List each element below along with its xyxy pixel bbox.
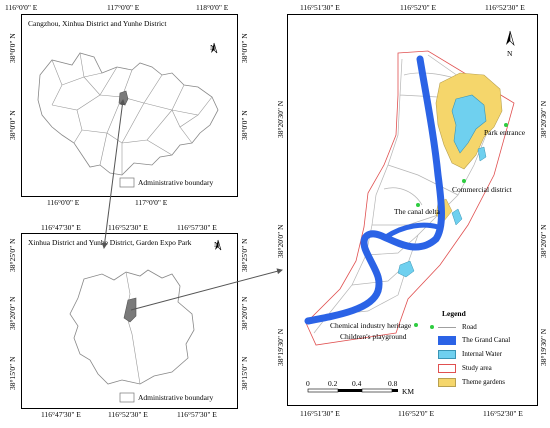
- panel-c-map: [304, 30, 515, 393]
- chemical-heritage-point: [414, 323, 418, 327]
- panel-b-north-label: N: [214, 240, 220, 249]
- panel-a-left-tick-2: 38°0'0" N: [8, 110, 17, 140]
- cangzhou-outline: [37, 52, 219, 176]
- panel-a-north-label: N: [210, 43, 216, 52]
- panel-c-top-tick-2: 116°52'0" E: [400, 3, 437, 12]
- panel-a-legend-swatch: [119, 177, 135, 188]
- panel-b-frame: Xinhua District and Yunhe District, Gard…: [21, 233, 238, 409]
- panel-c-left-tick-2: 38°20'0" N: [276, 224, 285, 258]
- legend-swatch-grand-canal: [438, 335, 456, 345]
- internal-water-lake: [451, 94, 487, 154]
- scale-unit: KM: [402, 387, 415, 396]
- panel-a-frame: Cangzhou, Xinhua District and Yunhe Dist…: [21, 14, 238, 197]
- internal-water-pond-1: [451, 208, 463, 226]
- study-area-boundary: [305, 50, 515, 346]
- panel-b-top-tick-3: 116°57'30" E: [177, 223, 217, 232]
- panel-a-map: [37, 42, 219, 188]
- district-outline: [69, 269, 195, 385]
- park-entrance-point: [504, 123, 508, 127]
- legend-item-study-area: Study area: [438, 361, 534, 375]
- panel-b-north-arrow: [215, 239, 222, 251]
- scale-label-3: 0.8: [388, 379, 398, 388]
- legend-swatch-internal-water: [438, 349, 456, 359]
- place-label-chemical-heritage: Chemical industry heritage: [330, 321, 412, 330]
- panel-c-north-arrow: [506, 30, 515, 47]
- legend-item-road: Road: [438, 321, 534, 333]
- panel-a-top-tick-1: 116°0'0" E: [5, 3, 38, 12]
- panel-b-legend-label: Administrative boundary: [138, 393, 214, 402]
- panel-c-bottom-tick-3: 116°52'30" E: [483, 409, 523, 418]
- place-label-commercial-district: Commercial district: [452, 185, 512, 194]
- legend-label-theme-gardens: Theme gardens: [462, 378, 505, 386]
- legend-item-theme-gardens: Theme gardens: [438, 375, 534, 389]
- legend-label-study-area: Study area: [462, 364, 492, 372]
- childrens-playground-point: [430, 325, 434, 329]
- panel-a-title: Cangzhou, Xinhua District and Yunhe Dist…: [28, 19, 167, 28]
- panel-c-top-tick-3: 116°52'30" E: [485, 3, 525, 12]
- place-label-canal-delta: The canal delta: [394, 207, 440, 216]
- legend-label-road: Road: [462, 323, 477, 331]
- canal-delta-point: [416, 203, 420, 207]
- panel-c-frame: N Park entrance Commercial district The …: [287, 14, 538, 406]
- legend-title: Legend: [442, 309, 466, 318]
- scale-label-2: 0.4: [352, 379, 362, 388]
- panel-c-right-tick-1: 38°20'30" N: [539, 100, 548, 138]
- panel-b-right-tick-3: 38°15'0" N: [240, 356, 249, 390]
- scale-label-1: 0.2: [328, 379, 338, 388]
- legend-item-grand-canal: The Grand Canal: [438, 333, 534, 347]
- place-label-childrens-playground: Children's playground: [340, 332, 407, 341]
- panel-c-left-tick-3: 38°19'30" N: [276, 328, 285, 366]
- grand-canal: [304, 55, 445, 325]
- legend-swatch-theme-gardens: [438, 377, 456, 387]
- panel-c-bottom-tick-1: 116°51'30" E: [300, 409, 340, 418]
- panel-a-north-arrow: [211, 42, 218, 54]
- place-label-park-entrance: Park entrance: [484, 128, 526, 137]
- scale-bar: [307, 388, 398, 393]
- panel-c-left-tick-1: 38°20'30" N: [276, 100, 285, 138]
- panel-a-left-tick-1: 38°0'0" N: [8, 33, 17, 63]
- panel-b-top-tick-1: 116°47'30" E: [41, 223, 81, 232]
- panel-a-right-tick-1: 38°0'0" N: [240, 33, 249, 63]
- legend-label-internal-water: Internal Water: [462, 350, 502, 358]
- panel-a-top-tick-2: 117°0'0" E: [107, 3, 140, 12]
- grand-canal-branch: [383, 222, 441, 240]
- internal-water-pond-3: [477, 146, 487, 162]
- panel-b-map: [69, 239, 222, 403]
- panel-a-right-tick-2: 38°0'0" N: [240, 110, 249, 140]
- scale-label-0: 0: [306, 379, 310, 388]
- panel-b-top-tick-2: 116°52'30" E: [108, 223, 148, 232]
- panel-a-bottom-tick-2: 117°0'0" E: [135, 198, 168, 207]
- panel-b-left-tick-1: 38°25'0" N: [8, 238, 17, 272]
- panel-b-left-tick-3: 38°15'0" N: [8, 356, 17, 390]
- panel-b-bottom-tick-3: 116°57'30" E: [177, 410, 217, 419]
- panel-b-legend-swatch: [119, 392, 135, 403]
- legend-swatch-road: [438, 326, 456, 328]
- panel-c-right-tick-2: 38°20'0" N: [539, 224, 548, 258]
- internal-water-pond-2: [397, 260, 415, 278]
- panel-c-legend: Legend Road The Grand Canal Internal Wat…: [438, 309, 534, 389]
- legend-swatch-study-area: [438, 363, 456, 373]
- panel-a-top-tick-3: 118°0'0" E: [196, 3, 229, 12]
- panel-a-legend-label: Administrative boundary: [138, 178, 214, 187]
- panel-b-bottom-tick-2: 116°52'30" E: [108, 410, 148, 419]
- legend-label-grand-canal: The Grand Canal: [462, 336, 511, 344]
- panel-b-bottom-tick-1: 116°47'30" E: [41, 410, 81, 419]
- panel-c-north-label: N: [507, 49, 513, 58]
- panel-c-bottom-tick-2: 116°52'0" E: [398, 409, 435, 418]
- commercial-district-point: [462, 179, 466, 183]
- panel-b-right-tick-1: 38°25'0" N: [240, 238, 249, 272]
- panel-b-right-tick-2: 38°20'0" N: [240, 296, 249, 330]
- panel-c-top-tick-1: 116°51'30" E: [300, 3, 340, 12]
- panel-a-bottom-tick-1: 116°0'0" E: [47, 198, 80, 207]
- legend-item-internal-water: Internal Water: [438, 347, 534, 361]
- panel-c-right-tick-3: 38°19'30" N: [539, 328, 548, 366]
- panel-b-left-tick-2: 38°20'0" N: [8, 296, 17, 330]
